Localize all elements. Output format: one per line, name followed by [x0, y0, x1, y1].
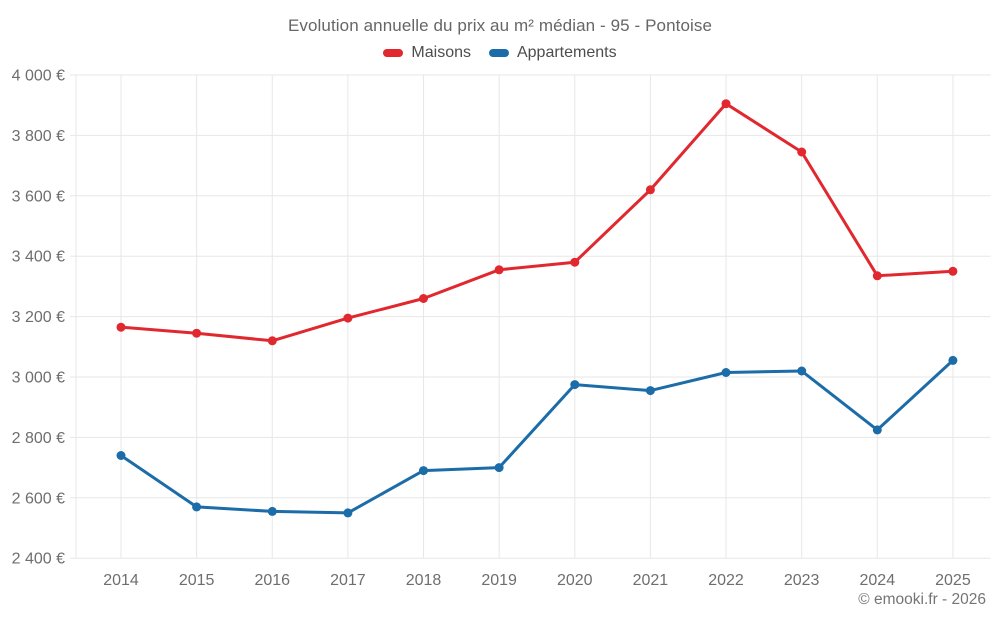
- data-point-2016[interactable]: [267, 336, 277, 346]
- data-point-2022[interactable]: [721, 99, 731, 109]
- legend-item-maisons[interactable]: Maisons: [383, 44, 471, 62]
- data-point-2019[interactable]: [494, 463, 504, 473]
- x-tick-label: 2024: [860, 572, 896, 589]
- y-tick-label: 2 600 €: [12, 490, 65, 507]
- x-tick-label: 2021: [633, 572, 669, 589]
- x-tick-label: 2015: [179, 572, 215, 589]
- x-tick-label: 2018: [406, 572, 442, 589]
- legend-label: Maisons: [411, 44, 471, 61]
- data-point-2025[interactable]: [948, 266, 958, 276]
- y-tick-label: 2 400 €: [12, 551, 65, 568]
- data-point-2023[interactable]: [797, 366, 807, 376]
- y-tick-label: 3 600 €: [12, 188, 65, 205]
- series-maisons[interactable]: [116, 99, 958, 346]
- data-point-2023[interactable]: [797, 147, 807, 157]
- copyright-text: © emooki.fr - 2026: [858, 591, 986, 608]
- x-tick-label: 2020: [557, 572, 593, 589]
- data-point-2015[interactable]: [192, 328, 202, 338]
- data-point-2024[interactable]: [872, 425, 882, 435]
- data-point-2024[interactable]: [872, 271, 882, 281]
- series-appartements[interactable]: [116, 355, 958, 518]
- legend-swatch-appartements: [488, 49, 509, 57]
- x-tick-label: 2014: [103, 572, 139, 589]
- x-tick-label: 2017: [330, 572, 366, 589]
- x-tick-label: 2023: [784, 572, 820, 589]
- series-line: [119, 358, 955, 515]
- legend-item-appartements[interactable]: Appartements: [488, 44, 617, 62]
- data-point-2025[interactable]: [948, 355, 958, 365]
- data-point-2021[interactable]: [645, 386, 655, 396]
- data-point-2018[interactable]: [419, 466, 428, 476]
- data-point-2017[interactable]: [343, 508, 353, 518]
- axis-labels: 2 400 € 2 600 € 2 800 € 3 000 € 3 200 € 3 400…: [12, 68, 971, 590]
- data-point-2017[interactable]: [343, 313, 353, 323]
- series-line: [119, 102, 955, 343]
- data-point-2020[interactable]: [570, 380, 580, 390]
- grid-lines: [70, 74, 991, 559]
- y-tick-label: 4 000 €: [12, 68, 65, 85]
- data-point-2016[interactable]: [267, 506, 277, 516]
- y-tick-label: 3 200 €: [12, 309, 65, 326]
- x-tick-label: 2022: [708, 572, 744, 589]
- data-point-2014[interactable]: [116, 451, 126, 460]
- y-tick-label: 3 400 €: [12, 249, 65, 266]
- data-point-2021[interactable]: [645, 185, 655, 195]
- y-tick-label: 3 800 €: [12, 128, 65, 145]
- data-point-2019[interactable]: [494, 265, 504, 275]
- legend-swatch-maisons: [383, 49, 404, 57]
- data-point-2014[interactable]: [116, 322, 126, 332]
- x-tick-label: 2025: [935, 572, 971, 589]
- legend-label: Appartements: [516, 44, 617, 61]
- y-tick-label: 2 800 €: [12, 430, 65, 447]
- chart-title: Evolution annuelle du prix au m² médian …: [287, 16, 713, 35]
- x-tick-label: 2019: [481, 572, 517, 589]
- data-point-2015[interactable]: [192, 502, 202, 512]
- data-point-2022[interactable]: [721, 368, 731, 377]
- data-point-2018[interactable]: [419, 294, 428, 303]
- data-point-2020[interactable]: [570, 257, 580, 267]
- chart-legend: Maisons Appartements: [0, 44, 1000, 62]
- x-tick-label: 2016: [254, 572, 290, 589]
- y-tick-label: 3 000 €: [12, 370, 65, 387]
